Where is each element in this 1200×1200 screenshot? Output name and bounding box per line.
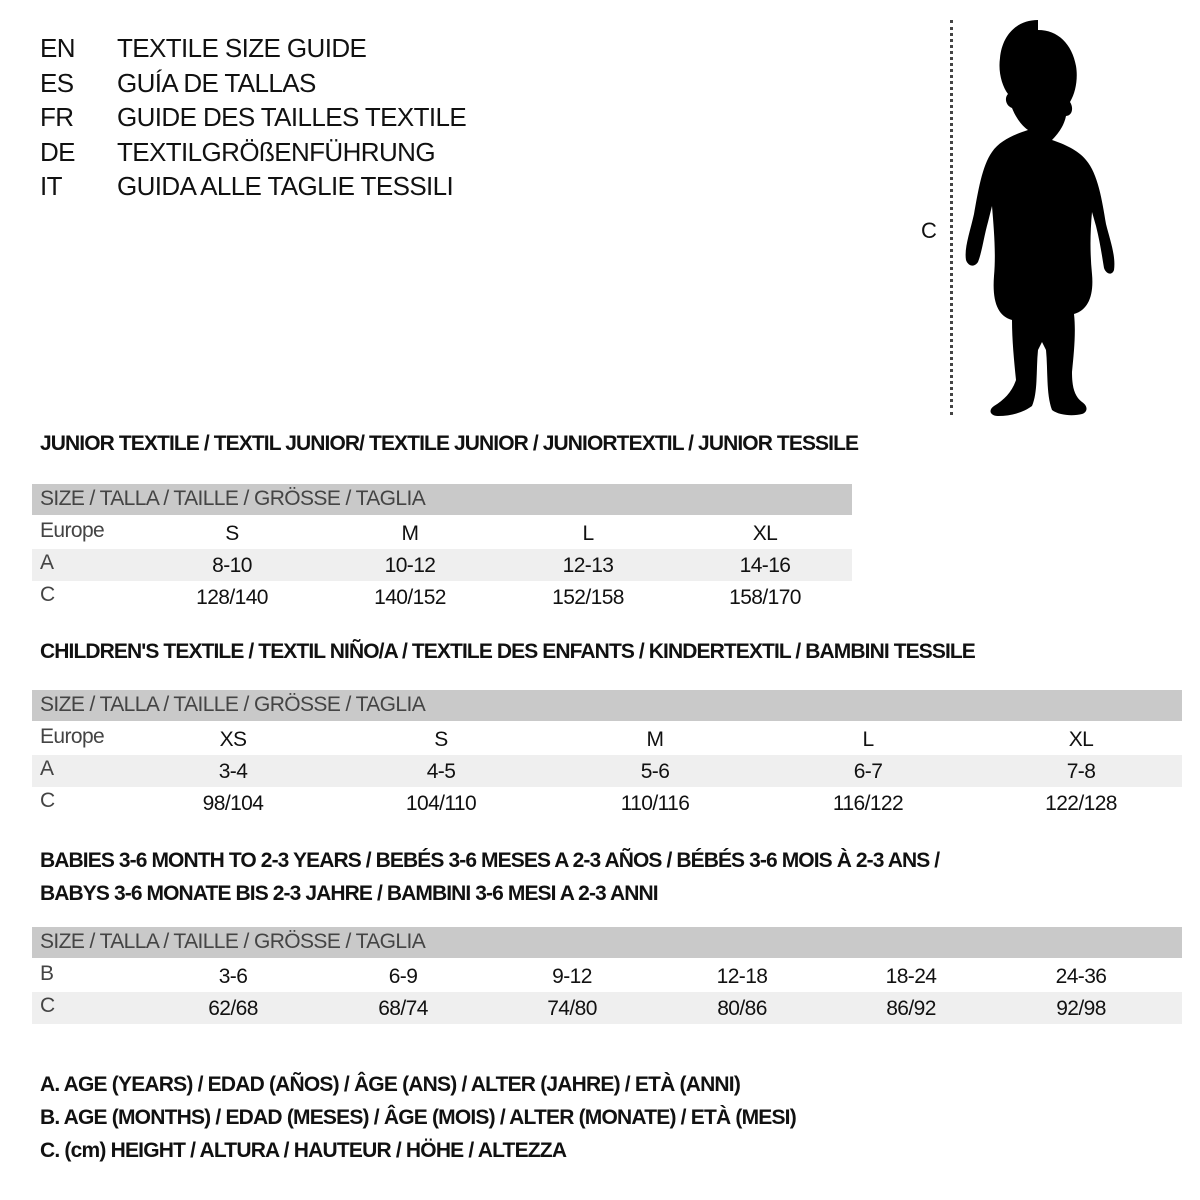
table-cell: 10-12 xyxy=(384,554,436,577)
row-label: A xyxy=(40,551,54,574)
table-cell: 3-4 xyxy=(218,760,248,783)
table-cell: 116/122 xyxy=(832,792,904,815)
table-cell: 6-7 xyxy=(853,760,883,783)
table-cell: 128/140 xyxy=(196,586,268,609)
language-code: IT xyxy=(40,171,63,201)
language-code: DE xyxy=(40,136,76,167)
table-row: A 8-10 10-12 12-13 14-16 xyxy=(32,549,852,581)
language-code: FR xyxy=(40,102,74,132)
table-cell: 62/68 xyxy=(208,997,258,1020)
language-code: ES xyxy=(40,67,74,98)
table-header: SIZE / TALLA / TAILLE / GRÖSSE / TAGLIA xyxy=(40,693,426,716)
table-cell: M xyxy=(401,522,420,545)
size-table: SIZE / TALLA / TAILLE / GRÖSSE / TAGLIA E… xyxy=(32,484,852,613)
table-cell: 7-8 xyxy=(1066,760,1096,783)
row-label: A xyxy=(40,757,54,780)
table-cell: 6-9 xyxy=(388,965,418,988)
title-line: EN TEXTILE SIZE GUIDE xyxy=(0,33,600,63)
table-row: B 3-6 6-9 9-12 12-18 18-24 24-36 xyxy=(32,960,1182,992)
table-cell: 92/98 xyxy=(1056,997,1106,1020)
table-cell: XS xyxy=(219,728,247,751)
row-label: C xyxy=(40,583,55,606)
table-cell: 122/128 xyxy=(1045,792,1117,815)
table-cell: 104/110 xyxy=(405,792,477,815)
table-cell: S xyxy=(225,522,239,545)
table-cell: 12-18 xyxy=(716,965,768,988)
table-cell: 4-5 xyxy=(426,760,456,783)
title-text: TEXTILE SIZE GUIDE xyxy=(117,33,367,63)
height-measure-label: C xyxy=(921,218,937,243)
table-row: C 62/68 68/74 74/80 80/86 86/92 92/98 xyxy=(32,992,1182,1024)
legend-item: C. (cm) HEIGHT / ALTURA / HAUTEUR / HÖHE… xyxy=(40,1139,567,1162)
table-header-row: SIZE / TALLA / TAILLE / GRÖSSE / TAGLIA xyxy=(32,690,1182,721)
title-line: FR GUIDE DES TAILLES TEXTILE xyxy=(0,102,600,132)
section-heading: BABIES 3-6 MONTH TO 2-3 YEARS / BEBÉS 3-… xyxy=(40,849,940,872)
title-line: ES GUÍA DE TALLAS xyxy=(0,68,600,98)
row-label: Europe xyxy=(40,725,105,748)
row-label: C xyxy=(40,994,55,1017)
section-heading: BABYS 3-6 MONATE BIS 2-3 JAHRE / BAMBINI… xyxy=(40,882,659,905)
table-cell: 110/116 xyxy=(620,792,690,815)
section-heading: JUNIOR TEXTILE / TEXTIL JUNIOR/ TEXTILE … xyxy=(40,432,859,455)
table-cell: 86/92 xyxy=(886,997,936,1020)
table-cell: 12-13 xyxy=(562,554,614,577)
table-cell: 158/170 xyxy=(729,586,801,609)
legend-item: A. AGE (YEARS) / EDAD (AÑOS) / ÂGE (ANS)… xyxy=(40,1073,741,1096)
table-cell: 74/80 xyxy=(547,997,597,1020)
size-table: SIZE / TALLA / TAILLE / GRÖSSE / TAGLIA E… xyxy=(32,690,1182,819)
row-label: Europe xyxy=(40,519,105,542)
row-label: B xyxy=(40,962,54,985)
table-header-row: SIZE / TALLA / TAILLE / GRÖSSE / TAGLIA xyxy=(32,927,1182,958)
height-measure-line xyxy=(950,20,953,415)
table-cell: 3-6 xyxy=(218,965,248,988)
table-cell: 68/74 xyxy=(378,997,428,1020)
table-cell: S xyxy=(434,728,448,751)
table-row: C 128/140 140/152 152/158 158/170 xyxy=(32,581,852,613)
table-cell: 18-24 xyxy=(885,965,937,988)
title-line: IT GUIDA ALLE TAGLIE TESSILI xyxy=(0,171,600,201)
table-cell: XL xyxy=(1068,728,1094,751)
title-text: GUÍA DE TALLAS xyxy=(117,67,316,98)
title-text: GUIDE DES TAILLES TEXTILE xyxy=(117,102,467,132)
section-heading: CHILDREN'S TEXTILE / TEXTIL NIÑO/A / TEX… xyxy=(40,640,976,663)
table-cell: 8-10 xyxy=(212,554,252,577)
table-row: A 3-4 4-5 5-6 6-7 7-8 xyxy=(32,755,1182,787)
language-code: EN xyxy=(40,33,76,63)
table-cell: L xyxy=(862,728,874,751)
table-cell: 140/152 xyxy=(374,586,446,609)
table-header: SIZE / TALLA / TAILLE / GRÖSSE / TAGLIA xyxy=(40,487,426,510)
row-label: C xyxy=(40,789,55,812)
table-cell: 98/104 xyxy=(202,792,264,815)
table-cell: 14-16 xyxy=(739,554,791,577)
table-cell: 5-6 xyxy=(640,760,670,783)
title-text: TEXTILGRÖßENFÜHRUNG xyxy=(117,136,436,167)
table-row: C 98/104 104/110 110/116 116/122 122/128 xyxy=(32,787,1182,819)
table-cell: XL xyxy=(752,522,778,545)
table-cell: 152/158 xyxy=(552,586,624,609)
title-text: GUIDA ALLE TAGLIE TESSILI xyxy=(117,171,454,201)
table-cell: L xyxy=(582,522,594,545)
table-row: Europe XS S M L XL xyxy=(32,723,1182,755)
table-header: SIZE / TALLA / TAILLE / GRÖSSE / TAGLIA xyxy=(40,930,426,953)
legend-item: B. AGE (MONTHS) / EDAD (MESES) / ÂGE (MO… xyxy=(40,1106,797,1129)
title-line: DE TEXTILGRÖßENFÜHRUNG xyxy=(0,137,600,167)
table-cell: 24-36 xyxy=(1055,965,1107,988)
table-cell: M xyxy=(646,728,665,751)
table-header-row: SIZE / TALLA / TAILLE / GRÖSSE / TAGLIA xyxy=(32,484,852,515)
size-table: SIZE / TALLA / TAILLE / GRÖSSE / TAGLIA B… xyxy=(32,927,1182,1024)
table-cell: 80/86 xyxy=(717,997,767,1020)
child-silhouette-icon xyxy=(965,20,1115,416)
table-cell: 9-12 xyxy=(552,965,592,988)
table-row: Europe S M L XL xyxy=(32,517,852,549)
